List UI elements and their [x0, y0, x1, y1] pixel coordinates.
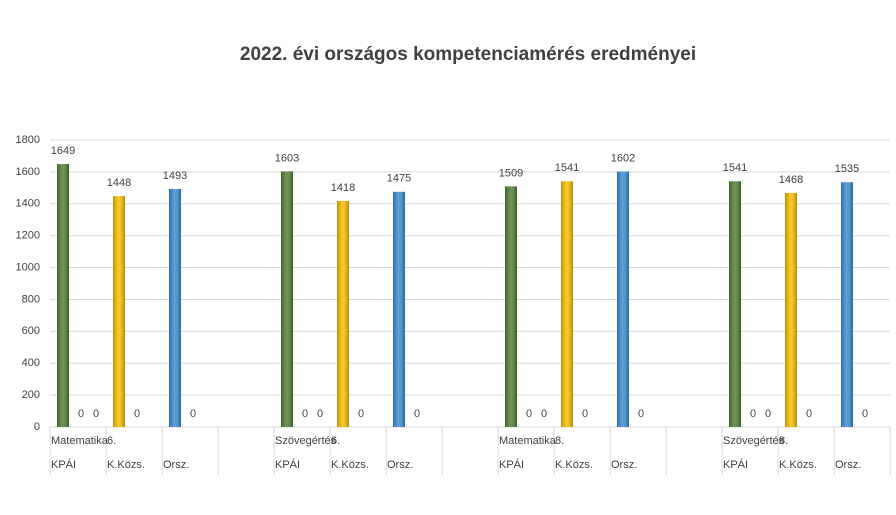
x-tick-label: Orsz. — [387, 459, 413, 471]
bar-shade — [113, 196, 125, 427]
y-tick-label: 800 — [22, 293, 40, 305]
data-label: 1418 — [331, 182, 355, 194]
data-label: 0 — [750, 408, 756, 420]
data-label: 1602 — [611, 152, 635, 164]
x-tick-label: K.Közs. — [779, 459, 817, 471]
x-tick-label: K.Közs. — [107, 459, 145, 471]
bar-shade — [337, 200, 349, 427]
bar-shade — [281, 171, 293, 427]
x-tick-label-top: Szövegértés — [275, 435, 337, 447]
chart-title: 2022. évi országos kompetenciamérés ered… — [240, 44, 696, 65]
data-label: 0 — [638, 408, 644, 420]
data-label: 0 — [862, 408, 868, 420]
data-label: 1541 — [723, 162, 747, 174]
x-tick-label: K.Közs. — [331, 459, 369, 471]
bar-shade — [505, 186, 517, 427]
x-tick-label-top: Szövegértés — [723, 435, 785, 447]
data-label: 1535 — [835, 163, 859, 175]
x-tick-label-top: 6. — [107, 435, 116, 447]
y-tick-label: 200 — [22, 389, 40, 401]
bar-shade — [393, 191, 405, 427]
x-tick-label: K.Közs. — [555, 459, 593, 471]
x-tick-label-top: 6. — [331, 435, 340, 447]
bar-shade — [617, 171, 629, 427]
bar-shade — [729, 181, 741, 427]
data-label: 0 — [541, 408, 547, 420]
y-tick-label: 1000 — [16, 261, 40, 273]
y-tick-label: 1800 — [16, 134, 40, 146]
x-tick-label: KPÁI — [723, 458, 748, 471]
data-label: 0 — [765, 408, 771, 420]
data-label: 1493 — [163, 170, 187, 182]
x-tick-label: KPÁI — [275, 458, 300, 471]
x-tick-label: Orsz. — [835, 459, 861, 471]
bar-shade — [841, 182, 853, 427]
y-tick-label: 1600 — [16, 166, 40, 178]
x-tick-label: Orsz. — [163, 459, 189, 471]
y-tick-label: 1200 — [16, 230, 40, 242]
data-label: 0 — [806, 408, 812, 420]
x-tick-label: KPÁI — [499, 458, 524, 471]
data-label: 0 — [134, 408, 140, 420]
data-label: 0 — [190, 408, 196, 420]
data-label: 1475 — [387, 173, 411, 185]
data-label: 1448 — [107, 177, 131, 189]
data-label: 0 — [358, 408, 364, 420]
data-label: 0 — [302, 408, 308, 420]
y-tick-label: 400 — [22, 357, 40, 369]
data-label: 1603 — [275, 152, 299, 164]
x-tick-label-top: Matematika — [51, 435, 109, 447]
bar-shade — [57, 164, 69, 427]
bar-shade — [785, 192, 797, 427]
data-label: 0 — [78, 408, 84, 420]
data-label: 1649 — [51, 145, 75, 157]
y-tick-label: 600 — [22, 325, 40, 337]
y-tick-label: 1400 — [16, 198, 40, 210]
x-tick-label-top: 8. — [779, 435, 788, 447]
data-label: 0 — [582, 408, 588, 420]
data-label: 1468 — [779, 174, 803, 186]
bar-shade — [561, 181, 573, 427]
data-label: 0 — [317, 408, 323, 420]
data-label: 1541 — [555, 162, 579, 174]
data-label: 0 — [414, 408, 420, 420]
y-tick-label: 0 — [34, 421, 40, 433]
data-label: 1509 — [499, 167, 523, 179]
data-label: 0 — [526, 408, 532, 420]
data-label: 0 — [93, 408, 99, 420]
bar-shade — [169, 188, 181, 427]
x-tick-label-top: Matematika — [499, 435, 557, 447]
x-tick-label: KPÁI — [51, 458, 76, 471]
x-tick-label: Orsz. — [611, 459, 637, 471]
x-tick-label-top: 8. — [555, 435, 564, 447]
